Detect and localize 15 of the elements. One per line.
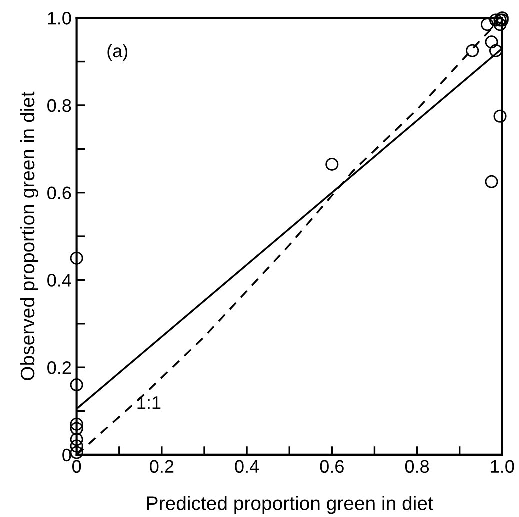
y-axis-title: Observed proportion green in diet (20, 92, 39, 380)
y-tick-label: 1.0 (48, 12, 72, 25)
x-tick-label: 0.6 (320, 460, 344, 474)
x-tick-label: 1.0 (491, 460, 514, 474)
x-tick-label: 0 (72, 460, 82, 474)
x-axis-title: Predicted proportion green in diet (147, 496, 434, 514)
y-tick-label: 0 (62, 448, 72, 462)
y-tick-label: 0.6 (48, 186, 72, 200)
annotation: (a) (108, 44, 128, 62)
y-tick-label: 0.4 (48, 274, 72, 287)
x-tick-label: 0.4 (235, 460, 260, 474)
x-tick-label: 0.8 (405, 460, 430, 474)
y-tick-label: 0.2 (48, 362, 72, 374)
y-tick-label: 0.8 (48, 99, 72, 112)
x-tick-label: 0.2 (150, 460, 174, 474)
